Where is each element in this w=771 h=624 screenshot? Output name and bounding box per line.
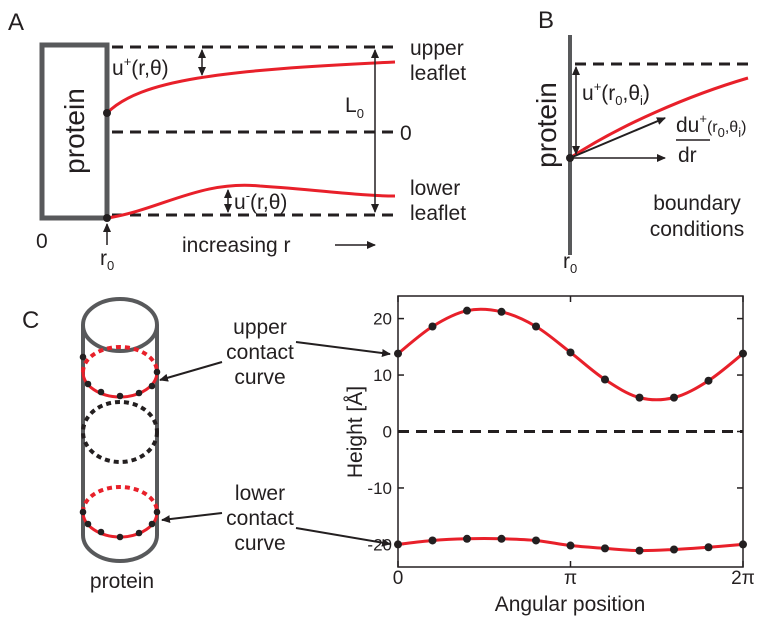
- leaflet-label: leaflet: [410, 202, 466, 225]
- data-point: [739, 349, 747, 358]
- data-point: [394, 349, 402, 358]
- data-point: [635, 546, 644, 555]
- data-point: [704, 543, 713, 552]
- x-tick-label: 0: [393, 568, 404, 589]
- data-point: [669, 545, 678, 554]
- data-point: [635, 393, 644, 402]
- data-point: [531, 322, 540, 331]
- data-point: [394, 540, 402, 549]
- leaflet-label: leaflet: [410, 62, 466, 85]
- u-plus-label: u+(r0,θi): [582, 79, 650, 108]
- upper-curve: [569, 76, 749, 160]
- data-point: [566, 348, 575, 357]
- data-point: [497, 307, 506, 316]
- panel-label: C: [22, 307, 39, 334]
- tangent-arrow: [569, 117, 666, 159]
- data-point: [566, 541, 575, 550]
- y-tick-label: -20: [367, 535, 392, 554]
- chart: Angular position Height [Å] -20 -10 0 10 20 0…: [344, 295, 755, 616]
- leaflet-label: upper: [410, 37, 464, 60]
- leaflet-lines: [112, 45, 395, 217]
- data-point: [497, 534, 506, 543]
- contact-label: curve: [234, 532, 285, 555]
- contact-label: curve: [234, 366, 285, 389]
- data-point: [463, 534, 472, 543]
- x-tick-label: 2π: [731, 568, 755, 589]
- cylinder: [81, 297, 159, 563]
- y-tick-label: 0: [383, 423, 392, 442]
- data-point: [531, 536, 540, 545]
- leaflet-label: lower: [410, 177, 460, 200]
- contact-point: [103, 109, 111, 117]
- caption: boundary: [653, 192, 741, 215]
- contact-dots: [79, 353, 161, 541]
- data-point: [600, 375, 609, 384]
- protein-label: protein: [531, 82, 562, 168]
- protein-label: protein: [59, 88, 90, 174]
- contact-label: contact: [226, 341, 294, 364]
- contact-label: upper: [233, 316, 287, 339]
- contact-point: [103, 214, 111, 222]
- origin-label: 0: [36, 230, 48, 253]
- data-point: [428, 322, 437, 331]
- y-tick-label: 10: [373, 366, 392, 385]
- caption: conditions: [650, 218, 745, 241]
- lower-curve: [106, 183, 396, 220]
- pointer-arrows: [159, 341, 391, 547]
- data-point: [600, 544, 609, 553]
- thickness-label: L0: [345, 94, 364, 121]
- contact-label: contact: [226, 507, 294, 530]
- panel-label: A: [8, 9, 24, 36]
- derivative-bottom: dr: [678, 144, 697, 167]
- data-point: [704, 376, 713, 385]
- panel-label: B: [538, 7, 554, 34]
- u-minus-label: u-(r,θ): [234, 188, 287, 214]
- protein-box: [39, 42, 110, 221]
- data-point: [669, 393, 678, 402]
- axis-label: increasing r: [182, 234, 291, 257]
- protein-label: protein: [90, 570, 154, 593]
- u-plus-label: u+(r,θ): [112, 54, 169, 80]
- x-axis-label: Angular position: [495, 593, 646, 616]
- r0-label: r0: [563, 250, 577, 276]
- contact-label: lower: [235, 482, 285, 505]
- y-axis-label: Height [Å]: [344, 386, 367, 478]
- data-point: [428, 536, 437, 545]
- y-tick-label: 20: [373, 310, 392, 329]
- y-tick-label: -10: [367, 479, 392, 498]
- r0-label: r0: [100, 247, 114, 273]
- data-point: [463, 306, 472, 315]
- x-tick-label: π: [564, 568, 577, 589]
- midplane-label: 0: [400, 122, 412, 145]
- data-point: [739, 540, 747, 549]
- contact-point: [566, 154, 574, 162]
- derivative-top: du+(r0,θi): [676, 111, 746, 140]
- upper-curve: [105, 60, 396, 115]
